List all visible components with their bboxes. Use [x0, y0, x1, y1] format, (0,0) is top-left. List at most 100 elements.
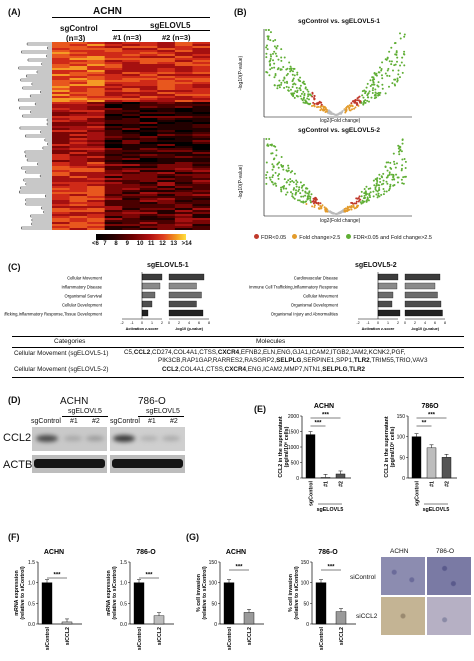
heatmap-cell — [52, 46, 70, 49]
heatmap-cell — [52, 112, 70, 115]
heatmap-cell — [174, 130, 193, 133]
volcano-point — [282, 168, 285, 171]
volcano-point — [373, 78, 376, 81]
ipa-pvalue-tick: 2 — [414, 321, 416, 325]
volcano-point — [280, 81, 283, 84]
heatmap-cell — [69, 214, 88, 217]
volcano-point — [400, 178, 403, 181]
heatmap-cell — [122, 152, 141, 155]
volcano-point — [302, 101, 305, 104]
heatmap-cell — [69, 96, 88, 99]
heatmap-cell — [104, 220, 123, 223]
volcano-point — [369, 84, 372, 87]
heatmap-cell — [87, 88, 105, 91]
volcano-point — [274, 72, 277, 75]
heatmap-cell — [139, 214, 158, 217]
heatmap-cell — [122, 206, 141, 209]
heatmap-cell — [157, 66, 176, 69]
heatmap-cell — [69, 146, 88, 149]
dendrogram-branch — [25, 154, 52, 158]
volcano-point — [313, 102, 316, 105]
volcano-point — [373, 72, 376, 75]
western-lane-control-1: sgControl — [31, 418, 61, 425]
volcano-point — [277, 67, 280, 70]
volcano-point — [373, 97, 376, 100]
x-tick-label: #1 — [324, 481, 330, 487]
heatmap-cell — [87, 178, 105, 181]
heatmap-cell — [192, 148, 210, 151]
heatmap-cell — [122, 42, 141, 45]
volcano-point — [273, 84, 276, 87]
x-tick-label: siCCL2 — [247, 627, 253, 645]
x-tick-label: #1 — [430, 481, 436, 487]
dendrogram-branch — [30, 110, 52, 114]
volcano-point — [367, 92, 370, 95]
ipa-pvalue-bar — [404, 282, 436, 290]
heatmap-cell — [69, 90, 88, 93]
heatmap-cell — [192, 142, 210, 145]
volcano-point — [286, 191, 289, 194]
volcano-point — [305, 187, 308, 190]
volcano-point — [304, 194, 307, 197]
heatmap-cell — [192, 164, 210, 167]
heatmap-cell — [174, 212, 193, 215]
heatmap-cell — [104, 88, 123, 91]
heatmap-cell — [174, 186, 193, 189]
volcano-point — [363, 192, 366, 195]
colorbar-tick: 9 — [125, 241, 129, 247]
volcano-point — [294, 192, 297, 195]
dendrogram-branch — [21, 50, 52, 54]
western-group1-rule — [62, 416, 108, 417]
heatmap-cell — [52, 180, 70, 183]
ipa-pvalue-bar — [168, 300, 197, 308]
heatmap-cell — [87, 66, 105, 69]
volcano-point — [307, 95, 310, 98]
heatmap-cell — [174, 218, 193, 221]
heatmap-cell — [139, 110, 158, 113]
heatmap-group-label: sgELOVL5 — [150, 21, 191, 30]
colorbar-tick: 13 — [170, 241, 178, 247]
ipa-pvalue-tick: 6 — [434, 321, 436, 325]
ipa-category-label: Cardiovascular Disease — [294, 276, 339, 281]
volcano-point — [390, 63, 393, 66]
volcano-point — [301, 201, 304, 204]
group-label: sgELOVL5 — [317, 507, 344, 513]
volcano-point — [387, 161, 390, 164]
volcano-point — [374, 91, 377, 94]
heatmap-cell — [104, 196, 123, 199]
heatmap-cell — [69, 84, 88, 87]
heatmap-cell — [139, 212, 158, 215]
volcano2-ylabel: -log10(P-value) — [238, 164, 244, 199]
heatmap-cell — [157, 112, 176, 115]
heatmap-cell — [104, 162, 123, 165]
ipa-pvalue-tick: 2 — [178, 321, 180, 325]
heatmap-cell — [192, 192, 210, 195]
volcano-point — [290, 67, 293, 70]
heatmap-cell — [192, 162, 210, 165]
heatmap-cell — [157, 82, 176, 85]
volcano-legend: FDR<0.05 Fold change>2.5 FDR<0.05 and Fo… — [254, 234, 432, 241]
heatmap-cell — [87, 174, 105, 177]
volcano-point — [273, 76, 276, 79]
heatmap-cell — [69, 222, 88, 225]
heatmap-cell — [87, 140, 105, 143]
volcano-point — [296, 71, 299, 74]
volcano-point — [378, 173, 381, 176]
ipa-zscore-tick: -1 — [130, 321, 133, 325]
volcano-point — [393, 64, 396, 67]
bar — [320, 477, 331, 479]
heatmap-cell — [69, 56, 88, 59]
volcano-point — [283, 76, 286, 79]
ipa-zscore-tick: 0 — [377, 321, 379, 325]
volcano-point — [291, 73, 294, 76]
heatmap-cell — [122, 202, 141, 205]
volcano-point — [389, 161, 392, 164]
volcano-point — [296, 95, 299, 98]
volcano-point — [359, 201, 362, 204]
heatmap-cell — [52, 136, 70, 139]
heatmap-cell — [192, 54, 210, 57]
heatmap-cell — [192, 106, 210, 109]
heatmap-sub2: #2 (n=3) — [162, 33, 191, 42]
heatmap-cell — [174, 62, 193, 65]
heatmap-cell — [139, 138, 158, 141]
